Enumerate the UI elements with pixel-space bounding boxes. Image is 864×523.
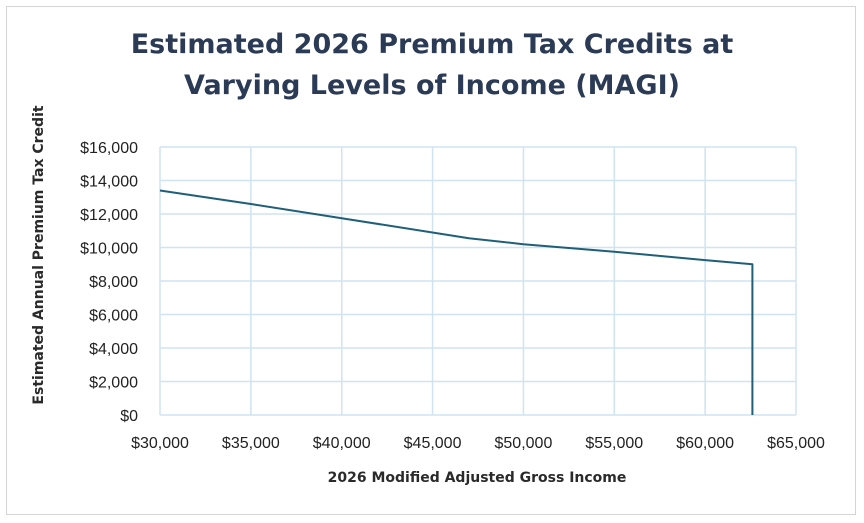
y-tick-label: $4,000 <box>89 341 138 358</box>
x-tick-label: $65,000 <box>767 435 825 452</box>
x-tick-labels: $30,000 $35,000 $40,000 $45,000 $50,000 $55,0… <box>131 435 825 452</box>
y-tick-label: $14,000 <box>80 174 138 191</box>
series-line <box>159 189 754 415</box>
y-tick-label: $8,000 <box>89 274 138 291</box>
chart-title-line-2: Varying Levels of Income (MAGI) <box>184 70 680 101</box>
y-tick-label: $16,000 <box>80 140 138 157</box>
y-tick-label: $2,000 <box>89 375 138 392</box>
x-tick-label: $35,000 <box>222 435 280 452</box>
y-tick-label: $6,000 <box>89 308 138 325</box>
y-axis-title: Estimated Annual Premium Tax Credit <box>31 105 47 404</box>
x-axis-title: 2026 Modified Adjusted Gross Income <box>328 470 627 486</box>
chart-title: Estimated 2026 Premium Tax Credits at Va… <box>0 24 864 106</box>
x-tick-label: $30,000 <box>131 435 189 452</box>
x-tick-label: $60,000 <box>676 435 734 452</box>
y-tick-labels: $0 $2,000 $4,000 $6,000 $8,000 $10,000 $12,000… <box>80 140 138 425</box>
x-tick-label: $40,000 <box>313 435 371 452</box>
y-tick-label: $0 <box>120 408 138 425</box>
x-tick-label: $45,000 <box>404 435 462 452</box>
x-tick-label: $50,000 <box>495 435 553 452</box>
series-layer <box>159 189 754 415</box>
chart-title-line-1: Estimated 2026 Premium Tax Credits at <box>130 29 734 60</box>
gridlines <box>159 146 797 416</box>
x-tick-label: $55,000 <box>585 435 643 452</box>
y-tick-label: $12,000 <box>80 207 138 224</box>
y-tick-label: $10,000 <box>80 241 138 258</box>
